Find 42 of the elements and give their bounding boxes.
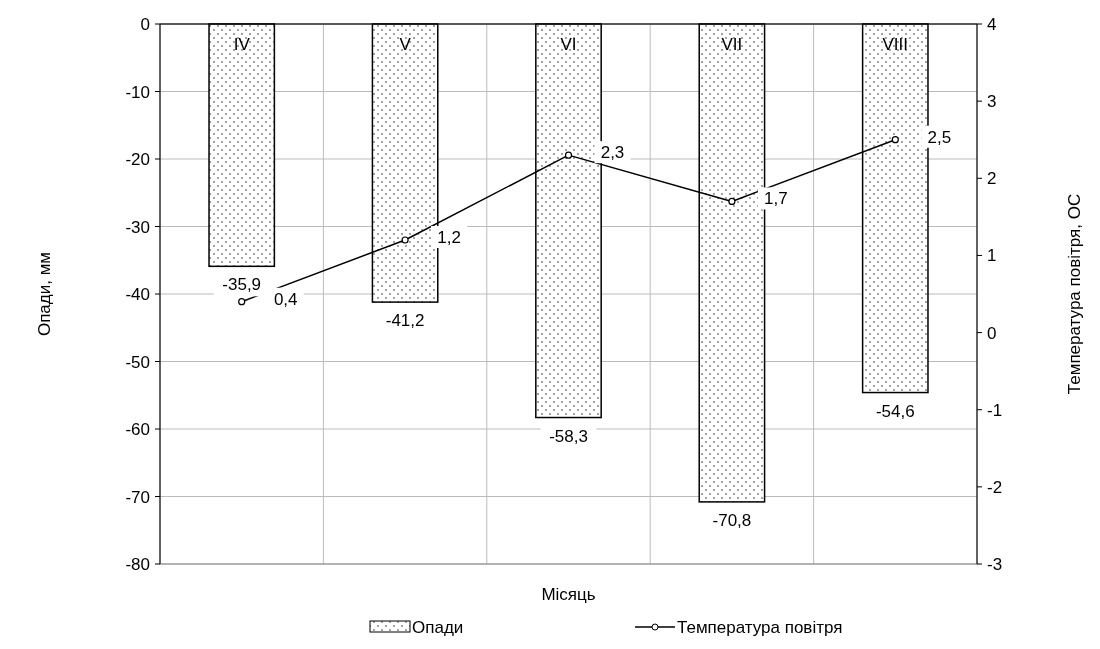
data-label: -54,6 — [875, 401, 915, 421]
y2-tick-label: 0 — [987, 323, 997, 343]
data-label: -70,8 — [712, 510, 752, 530]
point — [401, 236, 409, 244]
y-tick-label: -70 — [125, 487, 150, 507]
y-tick-label: -60 — [125, 420, 150, 439]
point — [891, 136, 899, 144]
y-tick-label: 0 — [140, 15, 150, 34]
data-label: 1,2 — [437, 228, 461, 247]
data-label: -41,2 — [385, 311, 425, 331]
y2-tick-label: 3 — [987, 92, 997, 112]
y-tick-label: -10 — [125, 82, 150, 102]
y2-tick-label: 2 — [987, 169, 997, 189]
y-tick-label: -30 — [125, 217, 150, 237]
data-label: 2,3 — [600, 143, 625, 163]
y2-tick-label: -3 — [987, 555, 1003, 574]
data-label: 0,4 — [273, 289, 298, 309]
y2-tick-label: 4 — [987, 15, 997, 34]
x-axis-title: Місяць — [541, 585, 596, 604]
data-label: -35,9 — [222, 275, 262, 295]
y-tick-label: -50 — [125, 352, 150, 372]
x-tick-label: VII — [721, 35, 743, 54]
y-axis-title: Опади, мм — [35, 251, 54, 337]
y-tick-label: -20 — [125, 150, 150, 169]
data-label: -58,3 — [549, 426, 588, 446]
y2-axis-title: Температура повітря, ОС — [1065, 193, 1084, 395]
x-tick-label: VI — [560, 35, 577, 54]
point — [238, 298, 246, 306]
point — [728, 197, 736, 206]
legend-label: Опади — [412, 618, 464, 637]
x-tick-label: IV — [233, 35, 251, 54]
y-tick-label: -80 — [125, 555, 150, 574]
legend-label: Температура повітря — [677, 618, 843, 637]
y-tick-label: -40 — [125, 285, 150, 304]
data-label: 1,7 — [764, 189, 788, 209]
y2-tick-label: 1 — [987, 246, 997, 266]
data-label: 2,5 — [927, 127, 952, 147]
point — [564, 151, 573, 159]
y2-tick-label: -1 — [987, 400, 1003, 420]
y2-tick-label: -2 — [987, 477, 1003, 497]
x-tick-label: V — [399, 35, 412, 54]
x-tick-label: VIII — [882, 35, 909, 54]
